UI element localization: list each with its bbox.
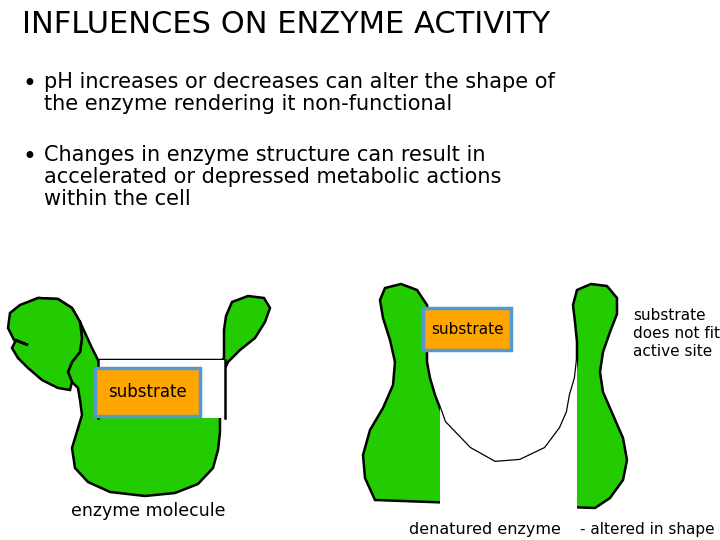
Text: substrate: substrate	[633, 308, 706, 323]
Text: enzyme molecule: enzyme molecule	[71, 502, 225, 520]
Text: Changes in enzyme structure can result in: Changes in enzyme structure can result i…	[44, 145, 485, 165]
Bar	[423, 308, 511, 350]
Text: pH increases or decreases can alter the shape of: pH increases or decreases can alter the …	[44, 72, 555, 92]
Text: •: •	[22, 145, 36, 169]
Polygon shape	[440, 360, 577, 510]
Text: •: •	[22, 72, 36, 96]
Bar	[95, 368, 200, 416]
Text: denatured enzyme: denatured enzyme	[409, 522, 561, 537]
Text: the enzyme rendering it non-functional: the enzyme rendering it non-functional	[44, 94, 452, 114]
Bar	[98, 360, 225, 418]
Text: INFLUENCES ON ENZYME ACTIVITY: INFLUENCES ON ENZYME ACTIVITY	[22, 10, 550, 39]
Polygon shape	[16, 296, 270, 496]
Text: substrate: substrate	[431, 321, 503, 336]
Polygon shape	[363, 284, 627, 508]
Text: within the cell: within the cell	[44, 189, 191, 209]
Text: accelerated or depressed metabolic actions: accelerated or depressed metabolic actio…	[44, 167, 501, 187]
Polygon shape	[8, 298, 82, 390]
Text: substrate: substrate	[108, 383, 187, 401]
Text: does not fit: does not fit	[633, 326, 720, 341]
Text: active site: active site	[633, 344, 712, 359]
Text: - altered in shape: - altered in shape	[580, 522, 715, 537]
